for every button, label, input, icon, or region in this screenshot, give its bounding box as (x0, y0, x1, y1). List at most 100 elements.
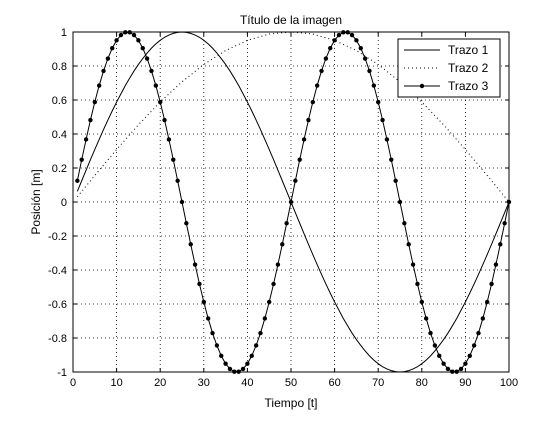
data-point (336, 32, 342, 38)
data-point (323, 56, 329, 61)
data-point (349, 32, 355, 38)
data-point (445, 366, 451, 372)
data-point (75, 178, 80, 183)
data-point (402, 221, 407, 226)
y-tick-label: -0.8 (48, 333, 67, 345)
data-point (249, 353, 254, 359)
data-point (371, 83, 377, 88)
data-point (179, 199, 185, 205)
data-point (306, 117, 311, 123)
data-point (83, 137, 89, 142)
data-point (397, 199, 403, 205)
series-layer (75, 30, 512, 374)
data-point (214, 343, 220, 348)
y-tick-label: -0.4 (48, 265, 67, 277)
legend-item: Trazo 2 (404, 61, 489, 75)
data-point (389, 157, 394, 162)
data-point (262, 316, 268, 321)
data-point (153, 83, 159, 88)
x-tick-label: 100 (500, 377, 518, 389)
x-tick-label: 30 (198, 377, 210, 389)
data-point (227, 366, 233, 372)
y-tick-label: 1 (61, 27, 67, 39)
data-point (314, 83, 320, 88)
data-point (188, 242, 193, 247)
data-point (136, 38, 141, 43)
data-point (140, 45, 145, 51)
data-point (118, 32, 124, 38)
y-tick-label: 0.2 (52, 163, 67, 175)
data-point (437, 353, 442, 359)
x-tick-label: 70 (372, 377, 384, 389)
data-point (293, 178, 298, 183)
legend-box (397, 38, 501, 98)
data-point (380, 117, 385, 123)
data-point (114, 38, 119, 43)
data-point (441, 361, 446, 366)
x-axis-label: Tiempo [t] (265, 396, 318, 410)
data-point (175, 178, 180, 183)
data-point (301, 137, 307, 142)
data-point (275, 262, 281, 267)
data-point (498, 242, 503, 247)
data-point (210, 330, 215, 336)
data-point (428, 330, 433, 336)
x-tick-label: 10 (110, 377, 122, 389)
data-point (223, 361, 228, 366)
data-point (471, 343, 477, 348)
data-point (158, 99, 163, 105)
y-tick-label: -0.6 (48, 299, 67, 311)
y-tick-label: 0.6 (52, 95, 67, 107)
x-tick-label: 60 (328, 377, 340, 389)
x-tick-label: 20 (154, 377, 166, 389)
legend-label: Trazo 1 (448, 43, 489, 57)
data-point (101, 68, 106, 74)
legend-label: Trazo 3 (448, 79, 489, 93)
data-point (201, 299, 206, 305)
legend-item: Trazo 3 (404, 79, 489, 93)
series-3 (75, 30, 512, 374)
data-point (162, 117, 167, 123)
data-point (297, 157, 302, 162)
legend: Trazo 1 Trazo 2 Trazo 3 (397, 38, 501, 98)
x-tick-label: 50 (285, 377, 297, 389)
data-point (362, 56, 368, 61)
data-point (88, 117, 93, 123)
data-point (284, 221, 289, 226)
chart-title: Título de la imagen (240, 13, 342, 27)
data-point (258, 330, 263, 336)
data-point (110, 45, 115, 51)
data-point (310, 99, 315, 105)
data-point (105, 56, 111, 61)
x-tick-label: 80 (416, 377, 428, 389)
data-point (171, 157, 176, 162)
data-point (406, 242, 411, 247)
data-point (432, 343, 438, 348)
data-point (376, 99, 381, 105)
data-point (332, 38, 337, 43)
data-point (489, 281, 494, 287)
y-tick-label: -0.2 (48, 231, 67, 243)
data-point (79, 157, 84, 162)
data-point (419, 299, 424, 305)
data-point (502, 221, 507, 226)
data-point (280, 242, 285, 247)
y-tick-label: 0.8 (52, 61, 67, 73)
data-point (166, 137, 172, 142)
data-point (144, 56, 150, 61)
data-point (240, 366, 246, 372)
y-tick-label: -1 (57, 367, 67, 379)
data-point (267, 299, 272, 305)
ticks: 0 10 20 30 40 50 60 70 80 90 100-1-0.8-0.6-0.4-0.2… (48, 27, 518, 389)
data-point (192, 262, 198, 267)
data-point (467, 353, 472, 359)
data-point (245, 361, 250, 366)
data-point (415, 281, 420, 287)
data-point (458, 366, 464, 372)
data-point (96, 83, 102, 88)
series-2 (76, 31, 510, 203)
data-point (271, 281, 276, 287)
data-point (485, 299, 490, 305)
series-line (76, 31, 510, 373)
